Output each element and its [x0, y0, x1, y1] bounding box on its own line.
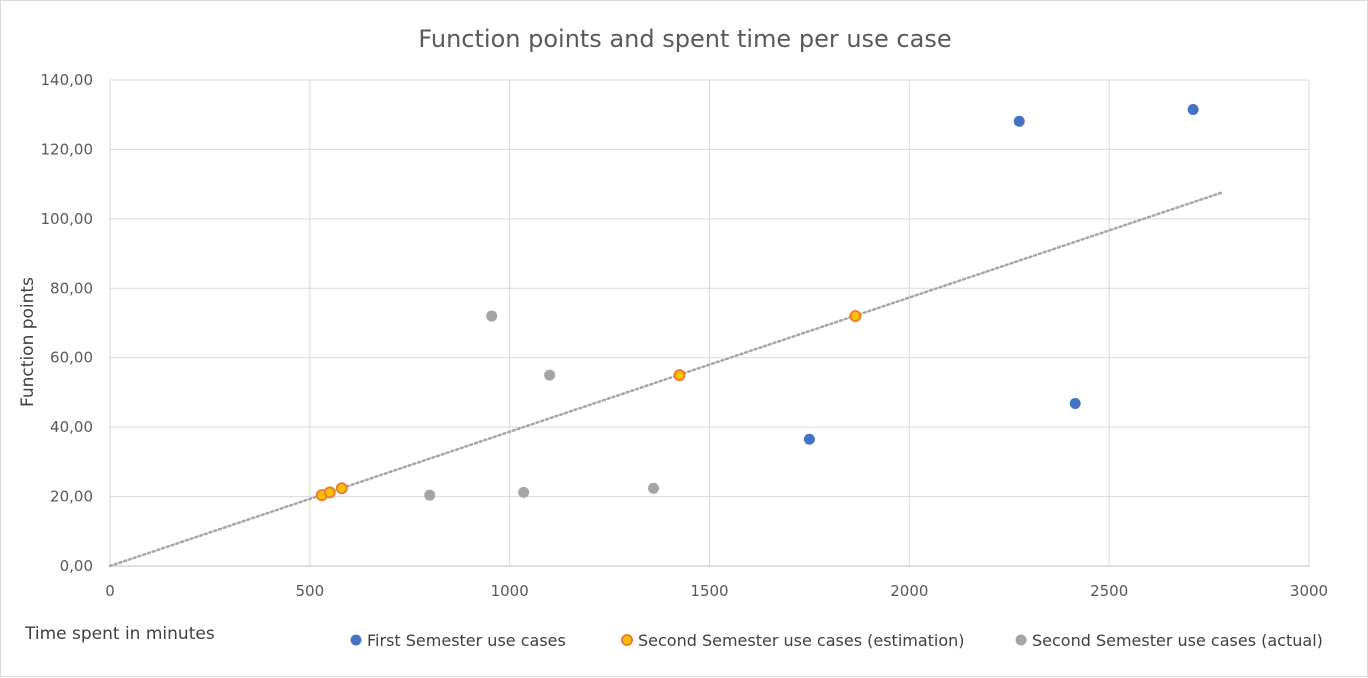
y-tick-label: 140,00 — [41, 71, 94, 89]
x-tick-label: 500 — [296, 582, 325, 600]
x-tick-label: 2000 — [890, 582, 928, 600]
x-tick-label: 1000 — [491, 582, 529, 600]
legend-label-1: First Semester use cases — [367, 631, 566, 650]
x-tick-label: 0 — [105, 582, 115, 600]
legend-marker-1 — [350, 634, 362, 646]
data-point-series-1 — [1187, 104, 1199, 116]
data-point-series-3 — [518, 486, 530, 498]
data-point-series-2 — [673, 369, 686, 382]
legend-marker-2 — [621, 634, 633, 646]
grid-lines — [110, 79, 1310, 566]
legend-label-2: Second Semester use cases (estimation) — [638, 631, 965, 650]
data-point-series-1 — [1069, 398, 1081, 410]
y-tick-label: 0,00 — [60, 557, 93, 575]
data-point-series-1 — [1013, 115, 1025, 127]
legend-marker-3 — [1015, 634, 1027, 646]
chart-title: Function points and spent time per use c… — [418, 25, 951, 53]
x-axis-title: Time spent in minutes — [24, 624, 215, 644]
data-point-series-1 — [803, 433, 815, 445]
y-tick-label: 60,00 — [50, 349, 93, 367]
data-point-series-2 — [849, 310, 862, 323]
legend: First Semester use cases Second Semester … — [350, 631, 1323, 650]
y-tick-label: 120,00 — [41, 140, 94, 158]
trendline — [108, 191, 1223, 568]
trendline-layer — [108, 191, 1223, 568]
y-tick-label: 20,00 — [50, 488, 93, 506]
data-point-series-2 — [323, 486, 336, 499]
legend-label-3: Second Semester use cases (actual) — [1032, 631, 1323, 650]
y-axis-title: Function points — [18, 277, 38, 407]
axes: 0,00 20,00 40,00 60,00 80,00 100,00 120,00 140,… — [41, 71, 1329, 600]
data-point-series-3 — [424, 489, 436, 501]
y-tick-label: 100,00 — [41, 210, 94, 228]
data-point-series-3 — [544, 369, 556, 381]
y-tick-label: 80,00 — [50, 279, 93, 297]
x-tick-label: 1500 — [690, 582, 728, 600]
data-points — [315, 104, 1199, 502]
data-point-series-3 — [648, 482, 660, 494]
data-point-series-2 — [335, 482, 348, 495]
x-tick-label: 3000 — [1290, 582, 1328, 600]
y-tick-label: 40,00 — [50, 418, 93, 436]
x-tick-label: 2500 — [1090, 582, 1128, 600]
data-point-series-3 — [486, 310, 498, 322]
